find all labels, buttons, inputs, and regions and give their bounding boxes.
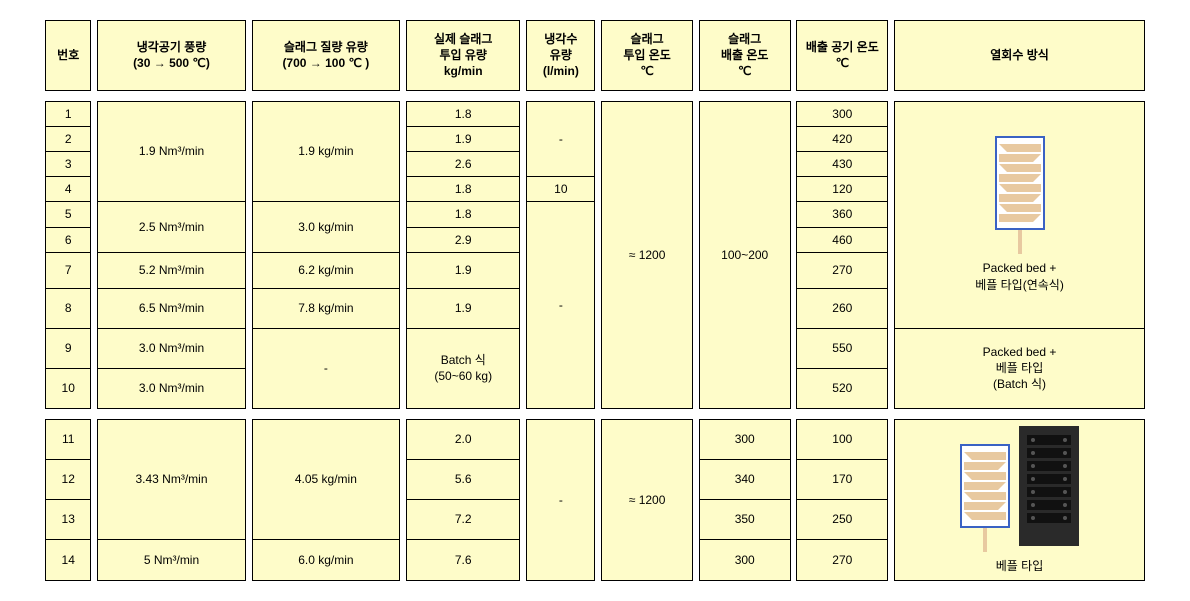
cell-slagmass: -: [252, 328, 400, 408]
cell-airflow: 1.9 Nm³/min: [98, 101, 246, 202]
table-row: 11 3.43 Nm³/min 4.05 kg/min 2.0 - ≈ 1200…: [46, 419, 1145, 459]
cell-method-continuous: Packed bed +베플 타입(연속식): [895, 101, 1145, 328]
cell-airT: 270: [797, 539, 888, 580]
cell-slagmass: 7.8 kg/min: [252, 288, 400, 328]
cell-no: 10: [46, 368, 91, 408]
header-row: 번호 냉각공기 풍량(30 → 500 ℃) 슬래그 질량 유량(700 → 1…: [46, 21, 1145, 91]
hdr-actual-slag: 실제 슬래그투입 유량kg/min: [406, 21, 520, 91]
cell-no: 9: [46, 328, 91, 368]
cell-water: -: [527, 202, 595, 408]
cell-airflow: 3.0 Nm³/min: [98, 368, 246, 408]
table-row: 1 1.9 Nm³/min 1.9 kg/min 1.8 - ≈ 1200 10…: [46, 101, 1145, 126]
cell-actual: 2.6: [406, 151, 520, 176]
cell-water: 10: [527, 177, 595, 202]
hdr-t-out: 슬래그배출 온도℃: [699, 21, 790, 91]
cell-actual: 2.0: [406, 419, 520, 459]
cell-tout: 100~200: [699, 101, 790, 408]
baffle-diagram-icon: [960, 444, 1010, 552]
cell-no: 5: [46, 202, 91, 227]
baffle-photo-icon: [1019, 426, 1079, 546]
cell-no: 13: [46, 499, 91, 539]
cell-method-baffle: 베플 타입: [895, 419, 1145, 580]
cell-slagmass: 3.0 kg/min: [252, 202, 400, 252]
cell-tout: 300: [699, 539, 790, 580]
cell-airT: 100: [797, 419, 888, 459]
cell-airT: 270: [797, 252, 888, 288]
cell-slagmass: 6.0 kg/min: [252, 539, 400, 580]
cell-airT: 520: [797, 368, 888, 408]
cell-actual: 1.8: [406, 177, 520, 202]
hdr-slag-mass: 슬래그 질량 유량(700 → 100 ℃ ): [252, 21, 400, 91]
cell-actual: 7.2: [406, 499, 520, 539]
cell-airT: 250: [797, 499, 888, 539]
cell-tin: ≈ 1200: [602, 101, 693, 408]
hdr-t-in: 슬래그투입 온도℃: [602, 21, 693, 91]
cell-slagmass: 6.2 kg/min: [252, 252, 400, 288]
cell-actual: Batch 식(50~60 kg): [406, 328, 520, 408]
cell-actual: 1.8: [406, 101, 520, 126]
cell-no: 2: [46, 126, 91, 151]
hdr-no: 번호: [46, 21, 91, 91]
cell-no: 3: [46, 151, 91, 176]
hdr-cool-air: 냉각공기 풍량(30 → 500 ℃): [98, 21, 246, 91]
cell-tout: 350: [699, 499, 790, 539]
cell-actual: 2.9: [406, 227, 520, 252]
cell-no: 1: [46, 101, 91, 126]
cell-actual: 1.8: [406, 202, 520, 227]
cell-airT: 420: [797, 126, 888, 151]
cell-airT: 300: [797, 101, 888, 126]
cell-water: -: [527, 101, 595, 177]
cell-no: 8: [46, 288, 91, 328]
cell-actual: 1.9: [406, 288, 520, 328]
cell-airT: 360: [797, 202, 888, 227]
cell-actual: 7.6: [406, 539, 520, 580]
cell-water: -: [527, 419, 595, 580]
cell-tin: ≈ 1200: [602, 419, 693, 580]
cell-actual: 1.9: [406, 252, 520, 288]
cell-slagmass: 1.9 kg/min: [252, 101, 400, 202]
cell-no: 11: [46, 419, 91, 459]
cell-airT: 550: [797, 328, 888, 368]
cell-airT: 460: [797, 227, 888, 252]
cell-airflow: 6.5 Nm³/min: [98, 288, 246, 328]
cell-airflow: 5 Nm³/min: [98, 539, 246, 580]
hdr-air-t: 배출 공기 온도℃: [797, 21, 888, 91]
experiment-table: 번호 냉각공기 풍량(30 → 500 ℃) 슬래그 질량 유량(700 → 1…: [45, 20, 1145, 581]
cell-method-batch: Packed bed +베플 타입(Batch 식): [895, 328, 1145, 408]
baffle-diagram-icon: [995, 136, 1045, 254]
cell-airflow: 3.43 Nm³/min: [98, 419, 246, 539]
hdr-method: 열회수 방식: [895, 21, 1145, 91]
cell-actual: 5.6: [406, 459, 520, 499]
method-caption: Packed bed +베플 타입(연속식): [901, 260, 1138, 292]
cell-tout: 340: [699, 459, 790, 499]
cell-slagmass: 4.05 kg/min: [252, 419, 400, 539]
method-caption: 베플 타입: [901, 558, 1138, 574]
cell-airflow: 5.2 Nm³/min: [98, 252, 246, 288]
cell-airflow: 3.0 Nm³/min: [98, 328, 246, 368]
cell-no: 12: [46, 459, 91, 499]
cell-airT: 430: [797, 151, 888, 176]
cell-actual: 1.9: [406, 126, 520, 151]
cell-airT: 170: [797, 459, 888, 499]
cell-no: 7: [46, 252, 91, 288]
cell-tout: 300: [699, 419, 790, 459]
cell-airflow: 2.5 Nm³/min: [98, 202, 246, 252]
cell-no: 4: [46, 177, 91, 202]
cell-no: 14: [46, 539, 91, 580]
cell-airT: 120: [797, 177, 888, 202]
cell-airT: 260: [797, 288, 888, 328]
cell-no: 6: [46, 227, 91, 252]
hdr-cool-water: 냉각수유량(l/min): [527, 21, 595, 91]
table-row: 9 3.0 Nm³/min - Batch 식(50~60 kg) 550 Pa…: [46, 328, 1145, 368]
